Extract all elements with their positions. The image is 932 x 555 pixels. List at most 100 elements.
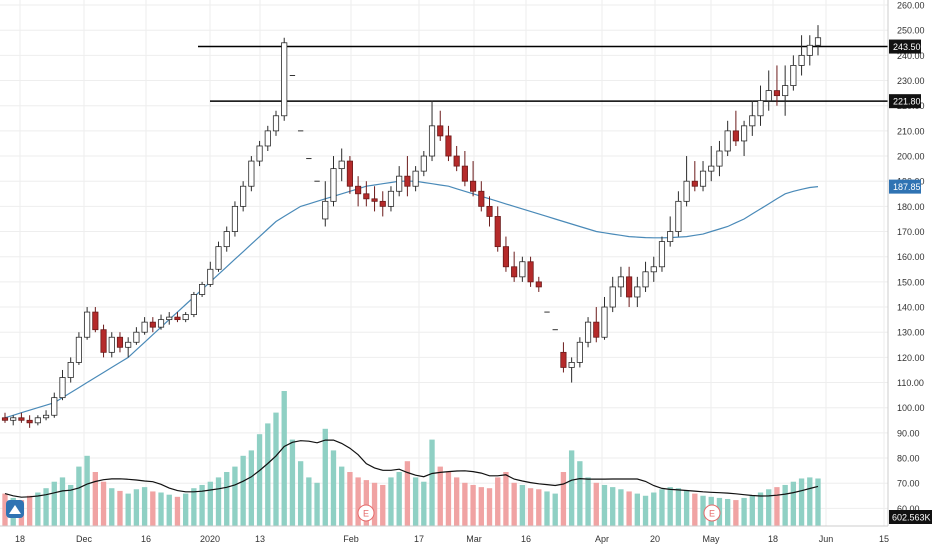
candle <box>355 176 362 207</box>
volume-bar <box>371 482 378 526</box>
candle <box>396 166 403 197</box>
candle <box>601 296 608 340</box>
candle <box>478 181 485 212</box>
candle-body <box>527 261 534 283</box>
candle <box>708 145 715 182</box>
volume-bar <box>733 500 739 526</box>
candle <box>59 369 66 401</box>
candle <box>116 332 124 353</box>
volume-bar <box>133 489 140 526</box>
candle <box>108 332 115 358</box>
grid <box>0 0 888 526</box>
candle <box>371 186 378 212</box>
earnings-marker[interactable]: E <box>357 504 375 522</box>
x-tick-label: 17 <box>414 534 424 544</box>
candle <box>379 191 386 217</box>
candle-body <box>157 319 165 328</box>
volume-bar <box>659 489 665 526</box>
candle <box>387 186 395 212</box>
candle-body <box>248 160 255 187</box>
volume-bar <box>68 484 74 526</box>
candle-body <box>199 283 206 295</box>
candle <box>157 314 165 330</box>
candle <box>75 332 82 365</box>
candle-body <box>371 198 378 202</box>
volume-bar <box>141 487 148 526</box>
candle-body <box>59 377 66 399</box>
candle <box>757 85 764 126</box>
candle <box>149 317 156 333</box>
earnings-marker-circle <box>703 504 721 522</box>
candle-body <box>272 115 280 132</box>
volume-bar <box>404 461 411 526</box>
candle-body <box>806 44 813 56</box>
candle <box>511 251 518 282</box>
candle-body <box>256 145 263 162</box>
candle-body <box>560 351 567 368</box>
volume-bar <box>363 480 370 526</box>
volume-bar <box>281 391 287 526</box>
volume-bar <box>544 491 550 526</box>
volume-bar <box>355 477 361 526</box>
candle-body <box>141 321 148 333</box>
candle-body <box>34 417 41 424</box>
candle <box>699 161 707 192</box>
candle <box>749 100 756 136</box>
y-tick-label: 200.00 <box>897 152 925 162</box>
volume-bar <box>2 493 8 526</box>
candle <box>609 276 616 313</box>
candle-body <box>264 130 271 147</box>
price-tag-text: 221.80 <box>893 97 921 107</box>
candle-body <box>387 190 395 207</box>
y-tick-label: 160.00 <box>897 252 925 262</box>
candle-body <box>691 180 698 187</box>
candle <box>658 236 666 272</box>
candle-body <box>338 160 345 170</box>
volume-bar <box>191 488 197 526</box>
candle <box>560 342 567 373</box>
candle-body <box>658 241 666 268</box>
candle-body <box>765 90 772 102</box>
candle-body <box>584 321 592 343</box>
candle-body <box>182 314 189 321</box>
candle <box>231 201 239 237</box>
earnings-marker[interactable]: E <box>703 504 721 522</box>
candle <box>412 166 419 192</box>
volume-bar <box>610 487 616 526</box>
candle-body <box>773 90 781 97</box>
volume-bar <box>667 487 673 526</box>
volume-bar <box>437 466 443 526</box>
candle-body <box>617 276 624 288</box>
candle <box>527 256 534 287</box>
candle-body <box>125 341 132 348</box>
candle <box>256 140 263 167</box>
y-tick-label: 150.00 <box>897 277 925 287</box>
candle <box>363 181 370 207</box>
volume-bar <box>330 450 337 526</box>
candle <box>502 236 510 272</box>
candle <box>182 312 189 323</box>
volume-bar <box>519 484 526 526</box>
candle-body <box>814 37 822 46</box>
volume-bar <box>380 484 386 526</box>
candle <box>346 156 353 194</box>
candle <box>535 276 542 292</box>
volume-bar <box>265 423 271 526</box>
candle-body <box>683 180 690 202</box>
candle <box>26 415 33 428</box>
candle-body <box>535 281 542 288</box>
x-tick-label: 18 <box>768 534 778 544</box>
candle <box>576 337 583 368</box>
candle-body <box>223 231 230 248</box>
candle-body <box>667 231 674 243</box>
candle-body <box>486 205 493 217</box>
earnings-marker-circle <box>357 504 375 522</box>
volume-bar <box>224 472 230 526</box>
candle <box>617 266 624 297</box>
candle <box>782 65 789 116</box>
candle <box>650 256 657 282</box>
y-tick-label: 170.00 <box>897 227 925 237</box>
candle-body <box>51 397 58 416</box>
